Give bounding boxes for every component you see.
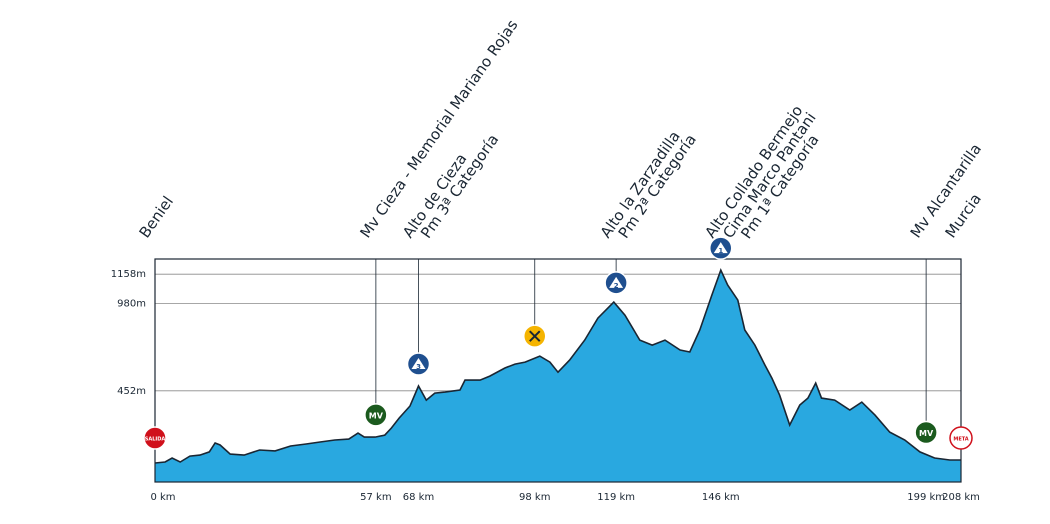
elevation-line — [154, 267, 961, 464]
elevation-area — [155, 270, 961, 482]
climb-category: 3 — [416, 363, 421, 371]
waypoint-label: Cima Marco Pantani — [719, 109, 819, 242]
waypoint-icon: 3 — [406, 352, 431, 376]
icon-circle — [364, 403, 388, 427]
waypoint-icon: SALIDA — [143, 426, 167, 450]
waypoint-icon: MV — [364, 403, 388, 427]
icon-circle — [914, 420, 938, 445]
feed-symbol — [529, 330, 541, 342]
waypoint-name: Beniel — [136, 193, 177, 241]
icon-label: META — [953, 437, 968, 443]
climb-category: 1 — [718, 247, 723, 255]
icon-circle — [949, 426, 973, 450]
y-tick-label: 452m — [117, 386, 146, 397]
x-tick-label: 57 km — [360, 492, 391, 503]
waypoint-icon: META — [949, 426, 973, 450]
waypoint-icon: 2 — [604, 271, 628, 295]
x-tick-label: 0 km — [150, 492, 175, 503]
plot-frame — [154, 258, 962, 483]
x-tick-label: 98 km — [519, 492, 550, 503]
climb-triangle — [411, 358, 426, 370]
climb-triangle — [713, 242, 728, 254]
climb-triangle — [609, 276, 624, 288]
y-tick-label: 980m — [117, 299, 146, 310]
waypoint-icon: 1 — [709, 236, 733, 260]
icon-label: SALIDA — [145, 437, 166, 443]
climb-category: 2 — [614, 282, 619, 290]
x-tick-label: 68 km — [403, 492, 434, 503]
icon-circle — [143, 426, 167, 450]
waypoint-label: Beniel — [136, 193, 177, 241]
y-tick-label: 1158m — [111, 269, 146, 280]
waypoint-icon: MV — [914, 420, 938, 445]
x-tick-label: 208 km — [942, 492, 980, 503]
x-tick-label: 146 km — [702, 492, 740, 503]
waypoint-icon — [523, 324, 547, 348]
x-tick-label: 119 km — [597, 492, 635, 503]
x-tick-label: 199 km — [907, 492, 945, 503]
icon-label: MV — [919, 429, 934, 438]
icon-label: MV — [369, 411, 384, 420]
